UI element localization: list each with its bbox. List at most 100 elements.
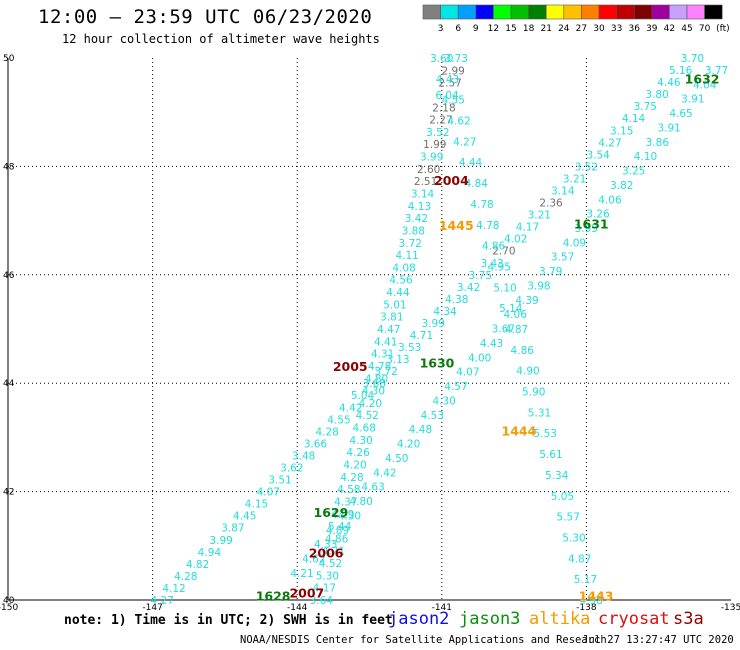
colorbar-tick-label: 6 (455, 24, 461, 34)
swh-value-label: 4.82 (186, 559, 209, 571)
swh-value-label: 5.04 (351, 390, 375, 402)
swh-value-label: 4.12 (162, 583, 185, 595)
swh-value-label: 4.27 (453, 136, 476, 148)
swh-value-label: 1.99 (423, 139, 446, 151)
swh-value-label: 3.82 (610, 180, 633, 192)
swh-value-label: 4.34 (433, 306, 457, 318)
swh-value-label: 5.30 (316, 570, 339, 582)
swh-value-label: 5.44 (328, 521, 352, 533)
swh-value-label: 5.30 (562, 532, 585, 544)
swh-value-label: 4.00 (468, 352, 491, 364)
y-tick-label: 40 (3, 596, 15, 606)
colorbar-swatch (704, 4, 723, 20)
swh-value-label: 4.28 (174, 571, 197, 583)
swh-value-label: 4.21 (290, 568, 313, 580)
swh-value-label: 4.58 (337, 484, 360, 496)
swh-value-label: 4.30 (362, 386, 385, 398)
swh-value-label: 4.63 (361, 482, 384, 494)
y-tick-label: 46 (3, 271, 15, 281)
swh-value-label: 4.15 (245, 499, 268, 511)
swh-value-label: 5.34 (545, 470, 569, 482)
swh-value-label: 4.95 (488, 261, 511, 273)
swh-value-label: 3.52 (575, 161, 598, 173)
swh-value-label: 5.05 (551, 491, 574, 503)
generated-timestamp: Jul 27 13:27:47 UTC 2020 (582, 634, 734, 646)
swh-value-label: 4.13 (408, 201, 431, 213)
colorbar-tick-label: 15 (505, 24, 516, 34)
colorbar-tick-label: 18 (523, 24, 535, 34)
swh-value-label: 4.30 (432, 395, 455, 407)
swh-value-label: 3.75 (469, 270, 492, 282)
swh-value-label: 4.28 (340, 472, 363, 484)
swh-value-label: 4.21 (322, 546, 345, 558)
swh-value-label: 4.17 (516, 222, 539, 234)
colorbar-tick-label: 21 (540, 24, 551, 34)
swh-value-label: 3.25 (622, 166, 645, 178)
swh-value-label: 3.72 (374, 366, 397, 378)
x-tick-label: -135 (721, 603, 740, 613)
colorbar-unit: (ft) (716, 24, 730, 34)
swh-value-label: 4.46 (657, 77, 681, 89)
swh-value-label: 2.36 (539, 198, 563, 210)
swh-value-label: 4.78 (470, 199, 493, 211)
swh-value-label: 4.62 (447, 116, 470, 128)
mission-cryosat: cryosat (598, 609, 670, 629)
swh-value-label: 2.57 (438, 78, 461, 90)
swh-value-label: 4.29 (331, 509, 354, 521)
swh-value-label: 4.07 (257, 487, 280, 499)
swh-value-label: 2.70 (492, 246, 515, 258)
pass-time-label: 1443 (579, 589, 614, 604)
y-tick-label: 44 (3, 379, 15, 389)
swh-value-label: 3.99 (422, 318, 445, 330)
colorbar-tick-label: 30 (593, 24, 605, 34)
swh-value-label: 3.21 (563, 173, 586, 185)
x-tick-label: -147 (142, 603, 162, 613)
swh-value-label: 6.04 (435, 90, 459, 102)
swh-value-label: 4.30 (349, 435, 372, 447)
x-tick-label: -144 (287, 603, 308, 613)
swh-value-label: 4.09 (563, 237, 586, 249)
swh-value-label: 3.52 (426, 127, 449, 139)
swh-value-label: 3.95 (575, 223, 598, 235)
x-tick-label: -141 (432, 603, 452, 613)
swh-value-label: 4.44 (459, 157, 483, 169)
swh-value-label: 4.86 (511, 345, 535, 357)
swh-value-label: 4.94 (198, 547, 222, 559)
swh-value-label: 4.42 (373, 467, 396, 479)
swh-value-label: 2.60 (417, 164, 440, 176)
swh-value-label: 4.17 (313, 583, 336, 595)
swh-value-label: 3.42 (405, 213, 428, 225)
swh-value-label: 4.31 (371, 349, 394, 361)
footer-note: note: 1) Time is in UTC; 2) SWH is in fe… (64, 613, 393, 628)
swh-value-label: 4.11 (395, 250, 418, 262)
swh-value-label: 5.10 (493, 282, 516, 294)
swh-value-label: 4.55 (442, 95, 465, 107)
swh-value-label: 4.78 (476, 220, 499, 232)
chart-subtitle: 12 hour collection of altimeter wave hei… (62, 32, 380, 46)
swh-value-label: 4.53 (421, 410, 444, 422)
swh-value-label: 3.99 (209, 535, 232, 547)
swh-value-label: 5.17 (574, 574, 597, 586)
swh-value-label: 2.18 (432, 102, 455, 114)
swh-value-label: 4.87 (568, 553, 591, 565)
colorbar-tick-label: 70 (699, 24, 711, 34)
swh-value-label: 3.15 (610, 125, 633, 137)
swh-value-label: 3.79 (539, 266, 562, 278)
swh-value-label: 4.52 (356, 410, 379, 422)
colorbar-tick-label: 24 (558, 24, 570, 34)
y-tick-label: 50 (3, 54, 15, 64)
swh-value-label: 3.91 (657, 122, 680, 134)
swh-value-label: 4.43 (480, 338, 503, 350)
pass-time-label: 1628 (256, 589, 291, 604)
swh-value-label: 4.55 (327, 414, 350, 426)
swh-value-label: 5.90 (522, 387, 545, 399)
swh-value-label: 4.33 (314, 539, 337, 551)
swh-value-label: 3.66 (304, 438, 328, 450)
swh-value-label: 3.68 (363, 378, 386, 390)
swh-value-label: 3.80 (645, 89, 668, 101)
colorbar-tick-label: 3 (438, 24, 444, 34)
swh-value-label: 4.14 (622, 113, 646, 125)
pass-time-label: 1632 (685, 72, 720, 87)
swh-value-label: 4.43 (436, 74, 459, 86)
